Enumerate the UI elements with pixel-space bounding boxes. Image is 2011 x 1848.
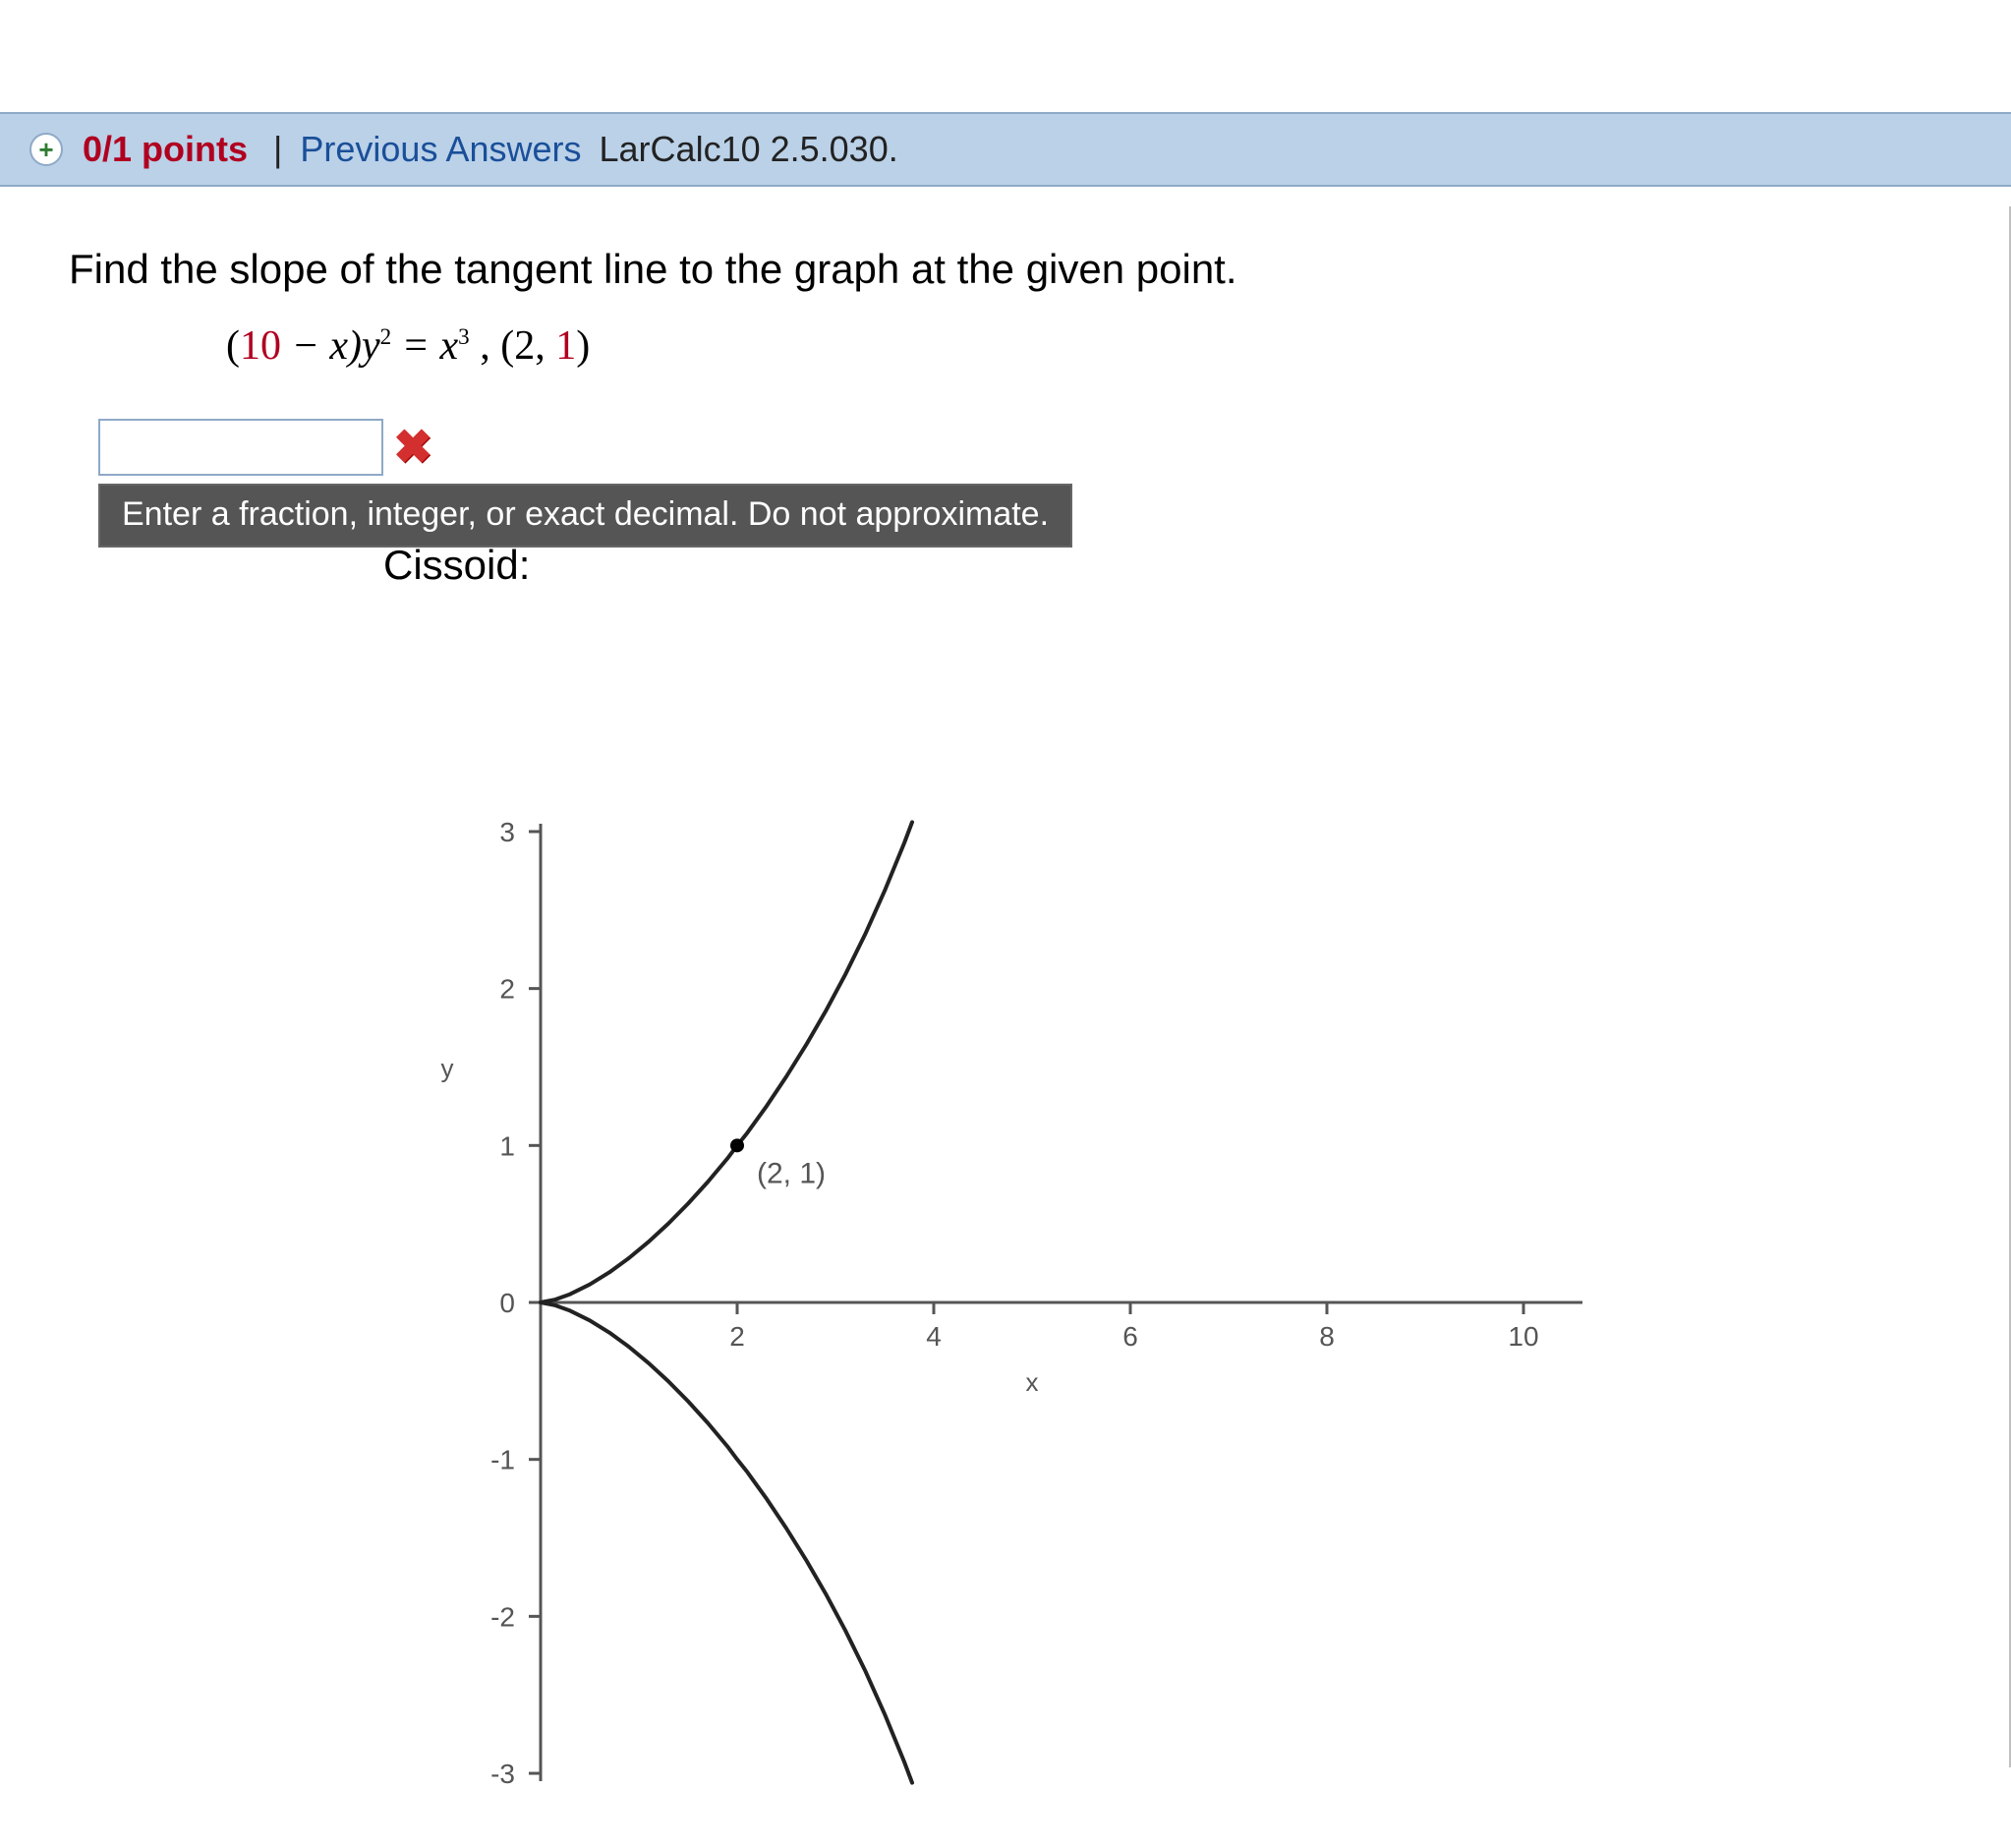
svg-text:2: 2	[499, 974, 515, 1005]
chart: -3 -2 -1 0 1 2 3 2 4 6 8 10 y x (2, 1)	[423, 786, 1632, 1848]
previous-answers-link[interactable]: Previous Answers	[300, 129, 581, 170]
svg-text:3: 3	[499, 817, 515, 847]
content-area: Find the slope of the tangent line to th…	[0, 206, 2011, 1767]
svg-text:-1: -1	[490, 1445, 515, 1475]
eq-point-y: 1	[555, 323, 576, 369]
hint-bar: Enter a fraction, integer, or exact deci…	[98, 484, 1072, 548]
eq-exp2: 3	[458, 323, 470, 349]
eq-mid1: − x)y	[281, 323, 380, 369]
eq-eq: = x	[391, 323, 458, 369]
svg-text:6: 6	[1122, 1321, 1138, 1352]
page-root: + 0/1 points | Previous Answers LarCalc1…	[0, 0, 2011, 1767]
svg-text:(2, 1): (2, 1)	[757, 1157, 826, 1189]
points-label: 0/1 points	[83, 129, 248, 170]
eq-point-close: )	[576, 323, 590, 369]
question-prompt: Find the slope of the tangent line to th…	[69, 246, 1940, 293]
svg-text:2: 2	[729, 1321, 745, 1352]
eq-point-open: , (2,	[470, 323, 556, 369]
svg-text:y: y	[441, 1053, 454, 1082]
svg-text:4: 4	[926, 1321, 942, 1352]
svg-text:8: 8	[1319, 1321, 1335, 1352]
svg-text:-2: -2	[490, 1601, 515, 1632]
separator: |	[273, 129, 282, 170]
cissoid-chart: -3 -2 -1 0 1 2 3 2 4 6 8 10 y x (2, 1)	[423, 786, 1632, 1848]
expand-icon[interactable]: +	[29, 133, 63, 166]
eq-exp1: 2	[380, 323, 392, 349]
svg-text:-3: -3	[490, 1759, 515, 1789]
eq-coef: 10	[240, 323, 281, 369]
graph-title: Cissoid:	[383, 542, 1940, 589]
svg-text:10: 10	[1508, 1321, 1538, 1352]
question-header: + 0/1 points | Previous Answers LarCalc1…	[0, 112, 2011, 187]
svg-text:x: x	[1026, 1367, 1039, 1397]
eq-open-paren: (	[226, 323, 240, 369]
incorrect-icon: ✖	[393, 420, 432, 475]
question-reference: LarCalc10 2.5.030.	[600, 129, 898, 170]
equation: (10 − x)y2 = x3 , (2, 1)	[226, 322, 1940, 370]
svg-text:0: 0	[499, 1288, 515, 1318]
answer-row: ✖	[98, 419, 1940, 476]
svg-text:1: 1	[499, 1130, 515, 1161]
answer-input[interactable]	[98, 419, 383, 476]
